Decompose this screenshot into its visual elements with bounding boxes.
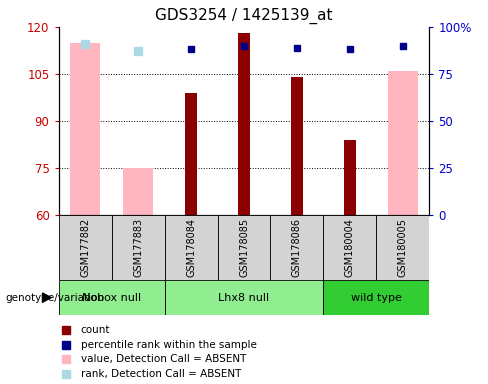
Bar [291, 77, 303, 215]
Bar [270, 215, 324, 280]
Bar [344, 140, 356, 215]
Bar [59, 280, 164, 315]
Text: GSM177883: GSM177883 [133, 218, 143, 277]
Text: GSM180004: GSM180004 [345, 218, 355, 277]
Bar [59, 215, 112, 280]
Text: GSM178085: GSM178085 [239, 218, 249, 277]
Title: GDS3254 / 1425139_at: GDS3254 / 1425139_at [155, 8, 333, 24]
Bar [324, 215, 376, 280]
Text: rank, Detection Call = ABSENT: rank, Detection Call = ABSENT [81, 369, 241, 379]
Bar [112, 215, 164, 280]
Bar [70, 43, 100, 215]
Bar [324, 280, 429, 315]
Bar [164, 280, 324, 315]
Text: genotype/variation: genotype/variation [5, 293, 104, 303]
Bar [388, 71, 418, 215]
Bar [218, 215, 270, 280]
Text: count: count [81, 325, 110, 335]
Text: GSM178084: GSM178084 [186, 218, 196, 277]
Text: value, Detection Call = ABSENT: value, Detection Call = ABSENT [81, 354, 246, 364]
Text: GSM178086: GSM178086 [292, 218, 302, 277]
Text: Lhx8 null: Lhx8 null [219, 293, 269, 303]
Text: Nobox null: Nobox null [82, 293, 141, 303]
Bar [123, 168, 153, 215]
Text: GSM177882: GSM177882 [80, 218, 90, 277]
Text: percentile rank within the sample: percentile rank within the sample [81, 339, 257, 349]
Text: GSM180005: GSM180005 [398, 218, 408, 277]
Bar [376, 215, 429, 280]
Polygon shape [42, 293, 51, 302]
Bar [185, 93, 197, 215]
Bar [238, 33, 250, 215]
Text: wild type: wild type [351, 293, 402, 303]
Bar [164, 215, 218, 280]
